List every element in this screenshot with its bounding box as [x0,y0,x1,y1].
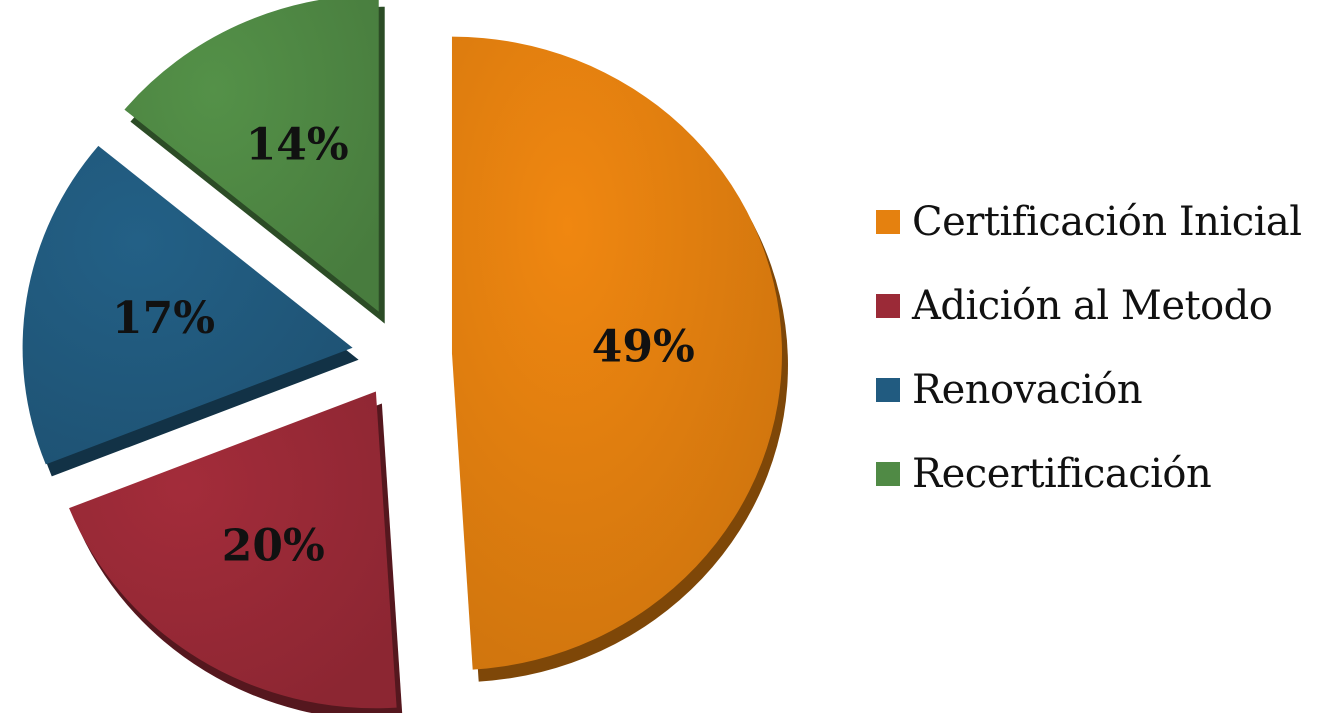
pie-slice-recertificacion [124,0,379,312]
data-label-certificacion-inicial: 49% [592,322,695,373]
pie-slice-renovacion [22,145,353,465]
legend-swatch-recertificacion [876,462,900,486]
legend-item-certificacion-inicial: Certificación Inicial [876,180,1326,264]
data-label-adicion-al-metodo: 20% [222,521,325,572]
legend-item-adicion-al-metodo: Adición al Metodo [876,264,1326,348]
legend-swatch-renovacion [876,378,900,402]
legend-swatch-adicion-al-metodo [876,294,900,318]
legend-item-recertificacion: Recertificación [876,432,1326,516]
legend-label-adicion-al-metodo: Adición al Metodo [912,283,1273,329]
chart-legend: Certificación Inicial Adición al Metodo … [876,180,1326,516]
pie-slice-adicion-al-metodo [69,391,397,709]
legend-label-certificacion-inicial: Certificación Inicial [912,199,1302,245]
data-label-recertificacion: 14% [246,119,349,170]
legend-swatch-certificacion-inicial [876,210,900,234]
data-label-renovacion: 17% [112,293,215,344]
legend-label-recertificacion: Recertificación [912,451,1212,497]
legend-item-renovacion: Renovación [876,348,1326,432]
legend-label-renovacion: Renovación [912,367,1143,413]
pie-slice-certificacion-inicial [451,36,782,670]
